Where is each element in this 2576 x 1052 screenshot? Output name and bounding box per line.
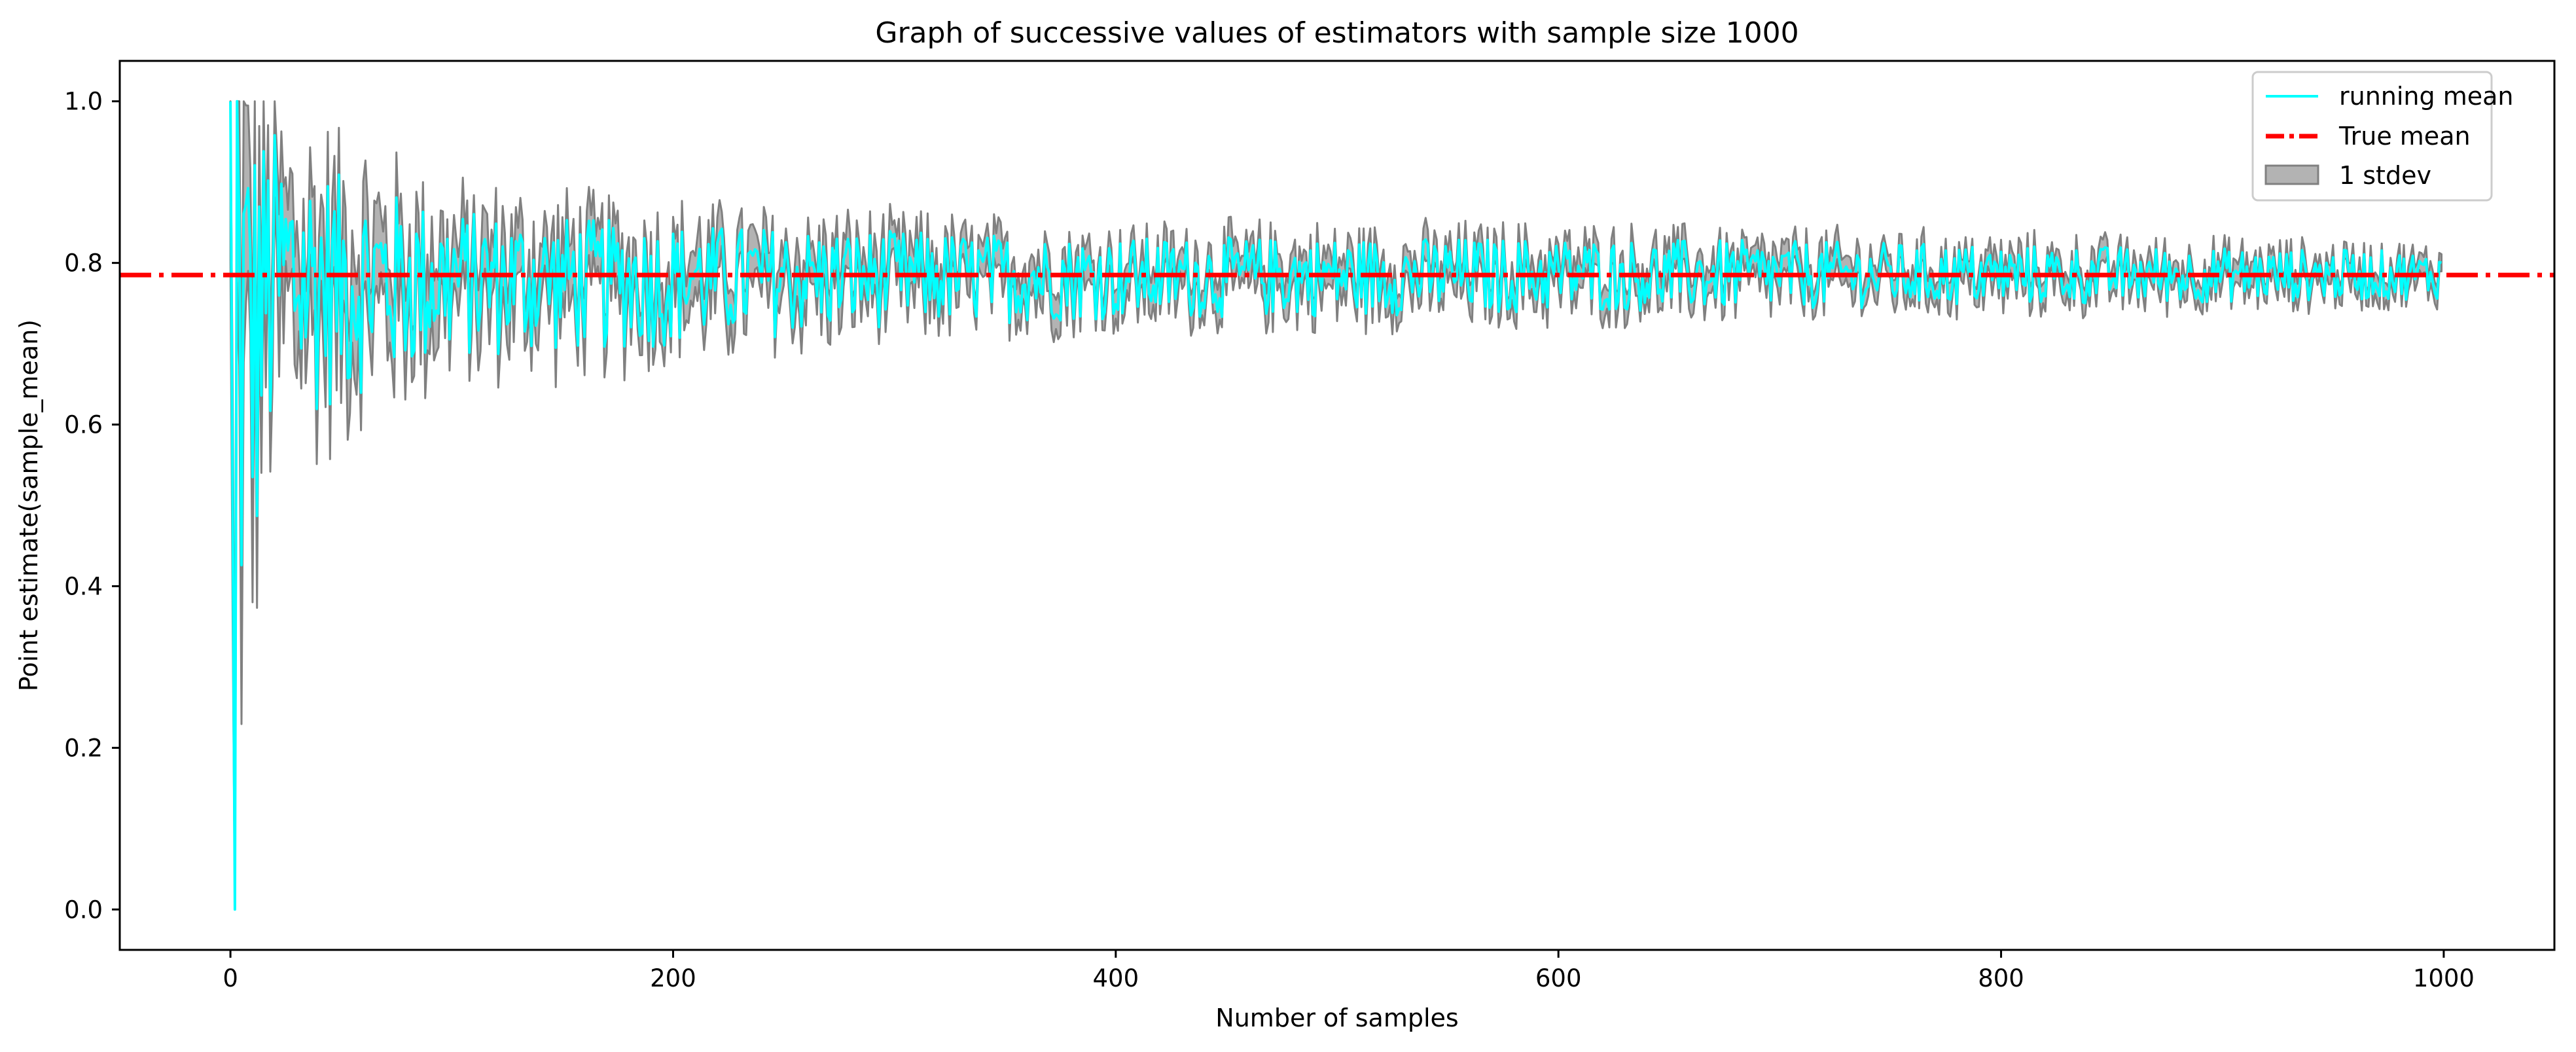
x-tick-label: 200 xyxy=(650,964,696,992)
running-mean-line xyxy=(229,100,2442,911)
x-tick-label: 0 xyxy=(223,964,238,992)
plot-frame xyxy=(118,60,2556,951)
chart-title: Graph of successive values of estimators… xyxy=(875,16,1798,50)
legend: running mean True mean 1 stdev xyxy=(2251,71,2513,202)
legend-label-running-mean: running mean xyxy=(2339,82,2513,111)
plot-area xyxy=(120,100,2554,911)
x-tick-label: 1000 xyxy=(2413,964,2475,992)
y-axis-label: Point estimate(sample_mean) xyxy=(14,319,43,691)
legend-swatch-stdev xyxy=(2264,164,2319,185)
legend-label-stdev: 1 stdev xyxy=(2339,161,2431,190)
x-tick-label: 800 xyxy=(1978,964,2024,992)
y-tick-label: 0.6 xyxy=(64,411,103,439)
x-axis: 0 200 400 600 800 1000 xyxy=(223,950,2475,992)
x-axis-label: Number of samples xyxy=(1215,1004,1458,1032)
y-axis: 0.0 0.2 0.4 0.6 0.8 1.0 xyxy=(64,88,120,924)
y-tick-label: 0.8 xyxy=(64,249,103,278)
y-tick-label: 0.2 xyxy=(64,734,103,762)
legend-label-true-mean: True mean xyxy=(2338,122,2471,151)
y-tick-label: 1.0 xyxy=(64,88,103,116)
y-tick-label: 0.4 xyxy=(64,572,103,600)
x-tick-label: 400 xyxy=(1093,964,1139,992)
x-tick-label: 600 xyxy=(1535,964,1582,992)
stdev-band xyxy=(229,100,2442,911)
y-tick-label: 0.0 xyxy=(64,896,103,924)
